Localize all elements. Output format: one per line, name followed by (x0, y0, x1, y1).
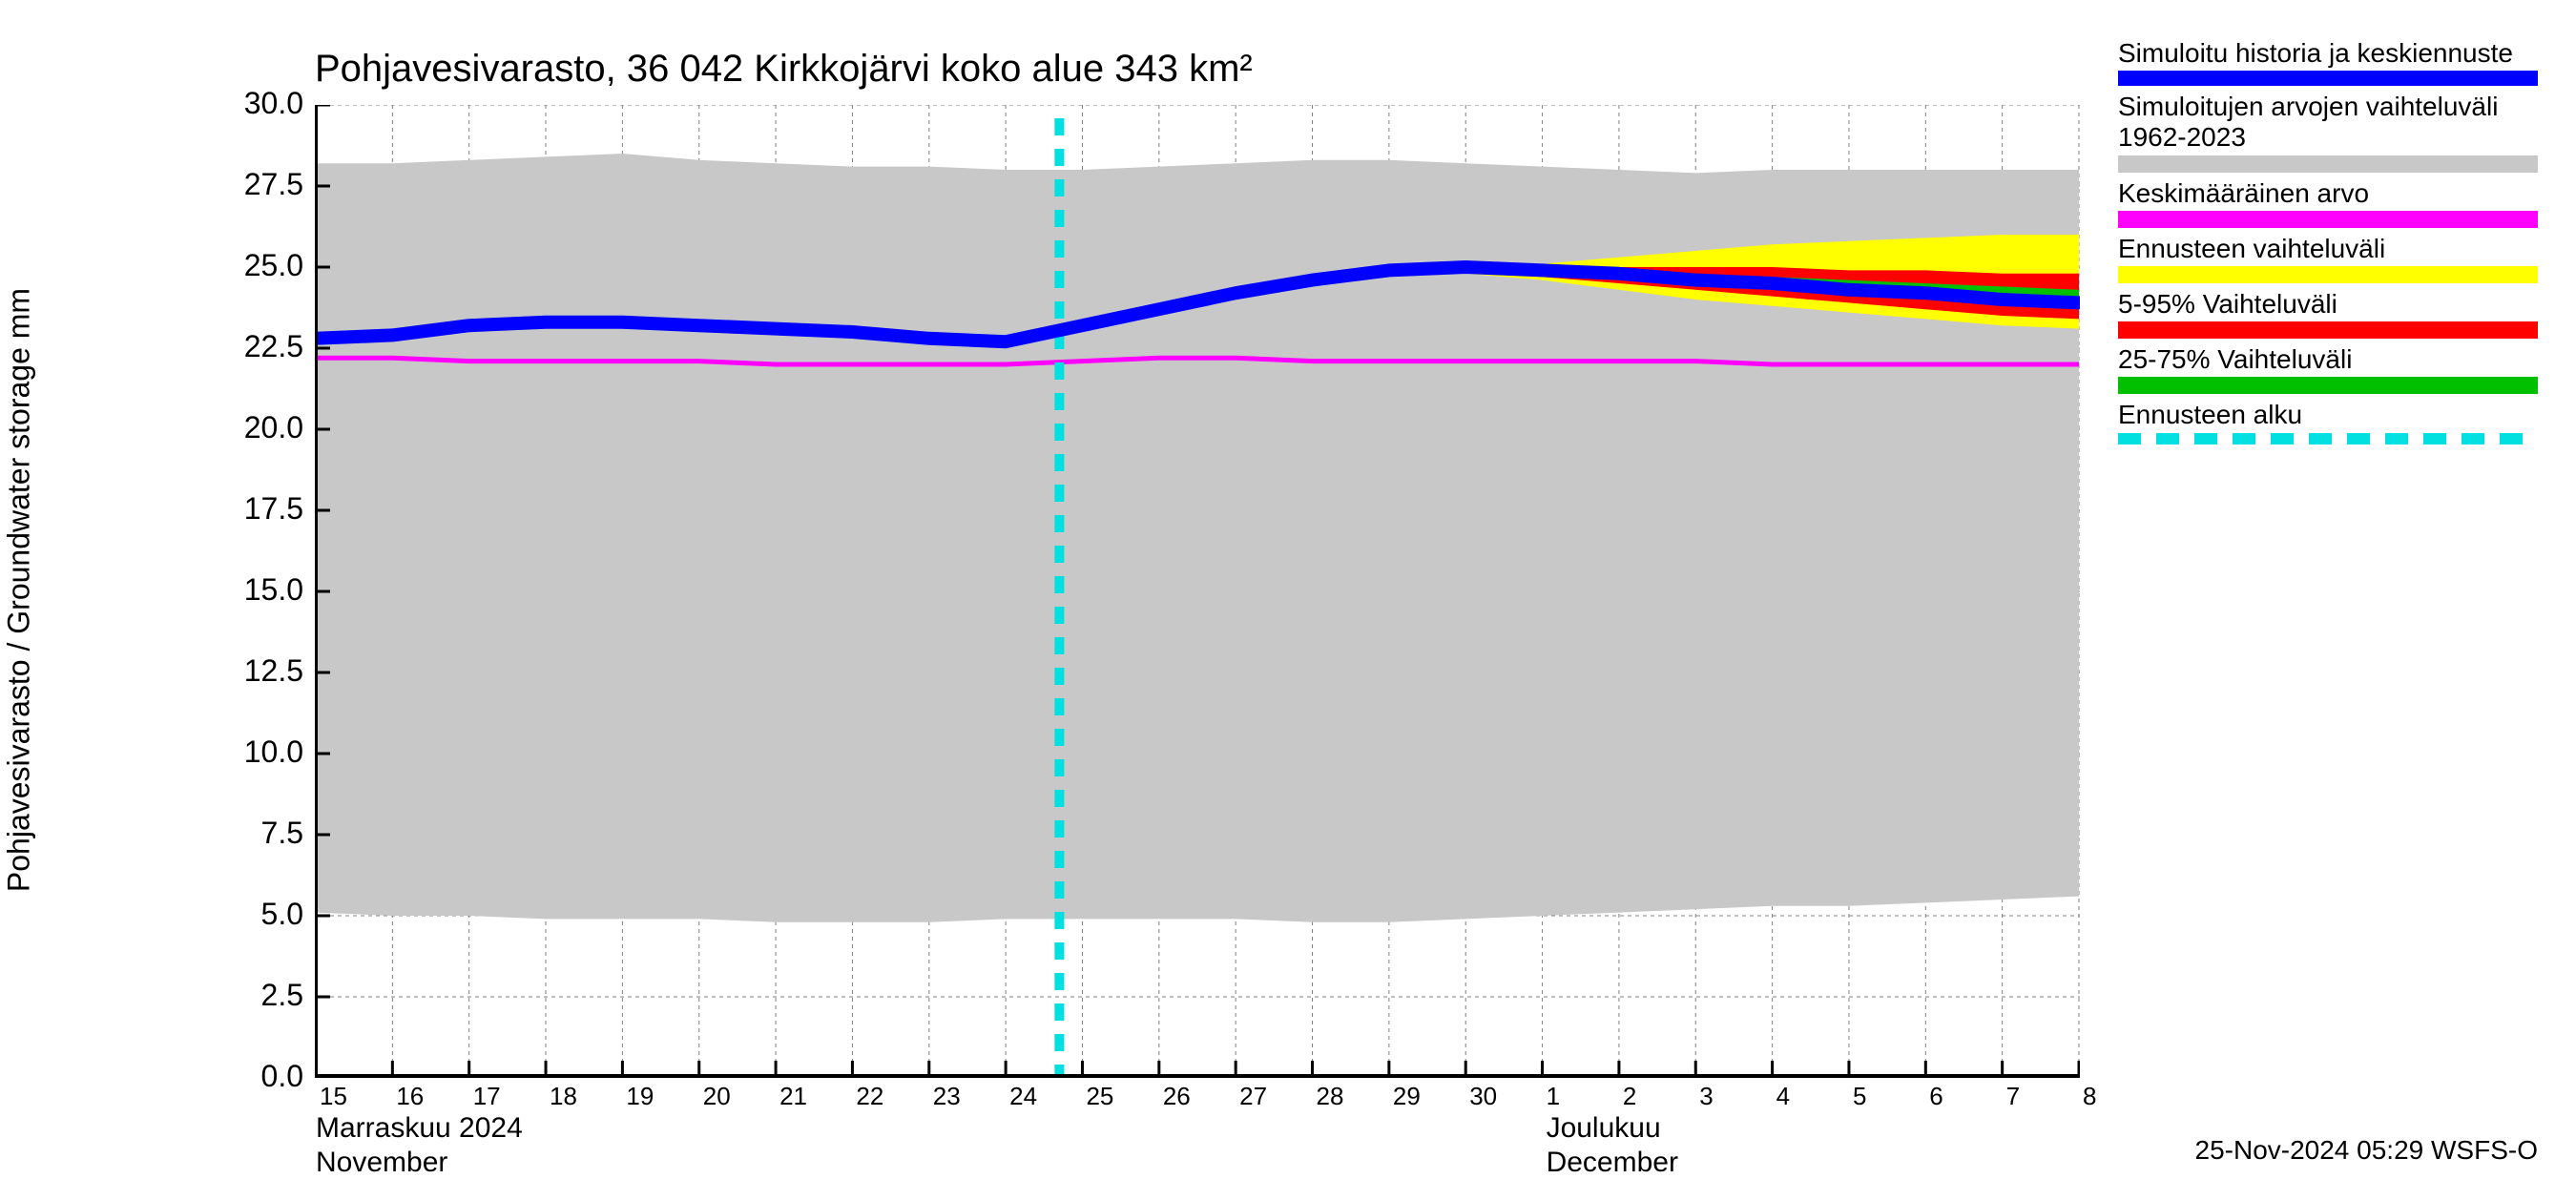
legend-swatch (2118, 211, 2538, 228)
x-tick-label: 26 (1163, 1082, 1191, 1111)
legend-label: Ennusteen vaihteluväli (2118, 234, 2538, 264)
x-tick-label: 5 (1853, 1082, 1866, 1111)
x-tick-label: 22 (856, 1082, 883, 1111)
x-tick-label: 29 (1393, 1082, 1421, 1111)
x-tick-label: 30 (1469, 1082, 1497, 1111)
y-tick-label: 0.0 (227, 1059, 303, 1094)
legend-item: Keskimääräinen arvo (2118, 178, 2538, 228)
chart-title: Pohjavesivarasto, 36 042 Kirkkojärvi kok… (315, 48, 1253, 91)
month-label-left-2: November (316, 1147, 447, 1179)
legend-swatch (2118, 155, 2538, 173)
x-tick-label: 19 (626, 1082, 654, 1111)
legend-label: Keskimääräinen arvo (2118, 178, 2538, 209)
timestamp-label: 25-Nov-2024 05:29 WSFS-O (2195, 1135, 2539, 1166)
legend-item: Simuloitu historia ja keskiennuste (2118, 38, 2538, 86)
legend: Simuloitu historia ja keskiennuste Simulo… (2118, 38, 2538, 450)
month-label-left-1: Marraskuu 2024 (316, 1112, 523, 1145)
y-tick-label: 20.0 (227, 410, 303, 445)
x-tick-label: 4 (1776, 1082, 1790, 1111)
y-axis-label: Pohjavesivarasto / Groundwater storage m… (2, 288, 37, 892)
x-tick-label: 25 (1086, 1082, 1113, 1111)
chart-plot (315, 105, 2080, 1078)
y-tick-label: 5.0 (227, 897, 303, 932)
legend-label: Simuloitu historia ja keskiennuste (2118, 38, 2538, 69)
y-tick-label: 22.5 (227, 329, 303, 364)
legend-item: Ennusteen alku (2118, 400, 2538, 444)
y-tick-label: 27.5 (227, 167, 303, 202)
legend-label: Ennusteen alku (2118, 400, 2538, 430)
legend-item: 25-75% Vaihteluväli (2118, 344, 2538, 394)
x-tick-label: 18 (550, 1082, 577, 1111)
legend-item: 5-95% Vaihteluväli (2118, 289, 2538, 339)
y-tick-label: 2.5 (227, 978, 303, 1013)
x-tick-label: 27 (1239, 1082, 1267, 1111)
legend-label: 25-75% Vaihteluväli (2118, 344, 2538, 375)
x-tick-label: 21 (779, 1082, 807, 1111)
x-tick-label: 7 (2006, 1082, 2020, 1111)
legend-swatch (2118, 433, 2538, 445)
legend-item: Ennusteen vaihteluväli (2118, 234, 2538, 283)
x-tick-label: 3 (1699, 1082, 1713, 1111)
y-tick-label: 30.0 (227, 86, 303, 121)
y-tick-label: 25.0 (227, 248, 303, 283)
legend-label: Simuloitujen arvojen vaihteluväli 1962-2… (2118, 92, 2538, 153)
x-tick-label: 23 (933, 1082, 961, 1111)
x-tick-label: 24 (1009, 1082, 1037, 1111)
legend-label: 5-95% Vaihteluväli (2118, 289, 2538, 320)
legend-item: Simuloitujen arvojen vaihteluväli 1962-2… (2118, 92, 2538, 172)
y-tick-label: 7.5 (227, 816, 303, 851)
x-tick-label: 28 (1317, 1082, 1344, 1111)
x-tick-label: 2 (1623, 1082, 1636, 1111)
legend-swatch (2118, 71, 2538, 86)
x-tick-label: 1 (1547, 1082, 1560, 1111)
y-tick-label: 12.5 (227, 653, 303, 689)
x-tick-label: 17 (473, 1082, 501, 1111)
legend-swatch (2118, 266, 2538, 283)
legend-swatch (2118, 377, 2538, 394)
month-label-right-2: December (1547, 1147, 1678, 1179)
y-tick-label: 17.5 (227, 491, 303, 527)
x-tick-label: 16 (396, 1082, 424, 1111)
month-label-right-1: Joulukuu (1547, 1112, 1661, 1145)
x-tick-label: 8 (2083, 1082, 2096, 1111)
x-tick-label: 6 (1929, 1082, 1942, 1111)
x-tick-label: 20 (703, 1082, 731, 1111)
x-tick-label: 15 (320, 1082, 347, 1111)
page: Pohjavesivarasto / Groundwater storage m… (0, 0, 2576, 1145)
y-tick-label: 15.0 (227, 572, 303, 608)
y-tick-label: 10.0 (227, 734, 303, 770)
legend-swatch (2118, 321, 2538, 339)
